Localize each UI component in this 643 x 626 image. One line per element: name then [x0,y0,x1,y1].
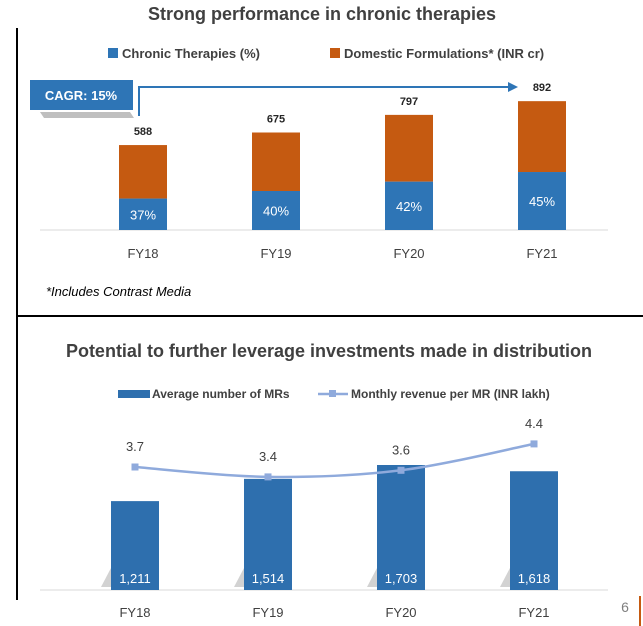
chart2-legend-marker-revenue [329,390,336,397]
chart-distribution: Potential to further leverage investment… [40,341,608,620]
chart2-tick-FY20: FY20 [385,605,416,620]
chart1-label-chronic-FY18: 37% [130,207,156,222]
chart-chronic-therapies: Strong performance in chronic therapies … [30,4,608,299]
chart1-bar-chronic-FY18 [119,198,167,230]
cagr-box-shadow [40,112,134,118]
chart2-bar-shadow-FY18 [101,568,111,587]
chart1-marks: 37% 588 FY18 40% 675 FY19 42% 797 FY20 45% 892 FY21 [40,82,608,261]
chart2-bar-shadow-FY21 [500,568,510,587]
chart1-title: Strong performance in chronic therapies [148,4,496,24]
chart2-tick-FY19: FY19 [252,605,283,620]
chart2-marker-revenue-FY18 [131,463,139,471]
chart1-bar-chronic-FY21 [518,172,566,230]
chart2-legend-swatch-mrs [118,390,150,398]
chart1-label-chronic-FY21: 45% [529,194,555,209]
chart1-bar-chronic-FY20 [385,181,433,230]
chart2-bar-mrs-FY19 [244,478,292,590]
chart1-tick-FY19: FY19 [260,246,291,261]
chart1-label-total-FY21: 892 [533,82,551,94]
chart1-footnote: *Includes Contrast Media [46,284,191,299]
chart2-line-revenue [134,442,535,479]
chart1-label-chronic-FY20: 42% [396,199,422,214]
chart2-bar-shadow-FY19 [234,568,244,587]
chart1-legend-label-domestic: Domestic Formulations* (INR cr) [344,46,544,61]
chart2-title: Potential to further leverage investment… [66,341,592,361]
chart2-tick-FY18: FY18 [119,605,150,620]
cagr-arrow-line [138,86,510,116]
chart2-marks: 1,211 FY18 1,514 FY19 1,703 FY20 1,618 FY21 3.7 3… [40,416,608,620]
chart1-bar-domestic-FY20 [385,114,433,182]
chart2-label-revenue-FY20: 3.6 [392,442,410,457]
chart2-label-mrs-FY19: 1,514 [252,571,285,586]
chart2-bar-mrs-FY21 [510,471,558,590]
chart2-label-revenue-FY19: 3.4 [259,449,277,464]
chart2-label-mrs-FY18: 1,211 [119,571,151,586]
chart1-label-total-FY19: 675 [267,114,285,126]
chart1-legend-swatch-domestic [330,48,340,58]
chart1-bar-domestic-FY18 [119,145,167,199]
chart1-label-total-FY20: 797 [400,96,418,108]
chart2-legend-label-mrs: Average number of MRs [152,387,290,401]
chart2-label-revenue-FY18: 3.7 [126,439,144,454]
chart2-marker-revenue-FY20 [397,466,405,474]
chart2-label-mrs-FY20: 1,703 [385,571,418,586]
chart1-bar-domestic-FY21 [518,101,566,173]
chart2-label-revenue-FY21: 4.4 [525,416,543,431]
chart2-tick-FY21: FY21 [518,605,549,620]
chart2-bar-shadow-FY20 [367,568,377,587]
chart1-label-chronic-FY19: 40% [263,204,289,219]
chart2-bar-mrs-FY18 [111,501,159,590]
chart2-marker-revenue-FY19 [264,473,272,481]
chart2-label-mrs-FY21: 1,618 [518,571,551,586]
chart1-tick-FY20: FY20 [393,246,424,261]
chart2-marker-revenue-FY21 [530,440,538,448]
page-number: 6 [621,599,629,615]
chart1-label-total-FY18: 588 [134,126,152,138]
chart1-legend-label-chronic: Chronic Therapies (%) [122,46,260,61]
chart1-bar-chronic-FY19 [252,191,300,230]
cagr-label: CAGR: 15% [45,88,118,103]
chart2-legend-label-revenue: Monthly revenue per MR (INR lakh) [351,387,550,401]
chart1-tick-FY21: FY21 [526,246,557,261]
chart1-legend-swatch-chronic [108,48,118,58]
chart1-bar-domestic-FY19 [252,132,300,191]
chart2-bar-mrs-FY20 [377,465,425,590]
cagr-box [30,80,133,110]
chart1-tick-FY18: FY18 [127,246,158,261]
cagr-arrowhead [508,82,518,92]
